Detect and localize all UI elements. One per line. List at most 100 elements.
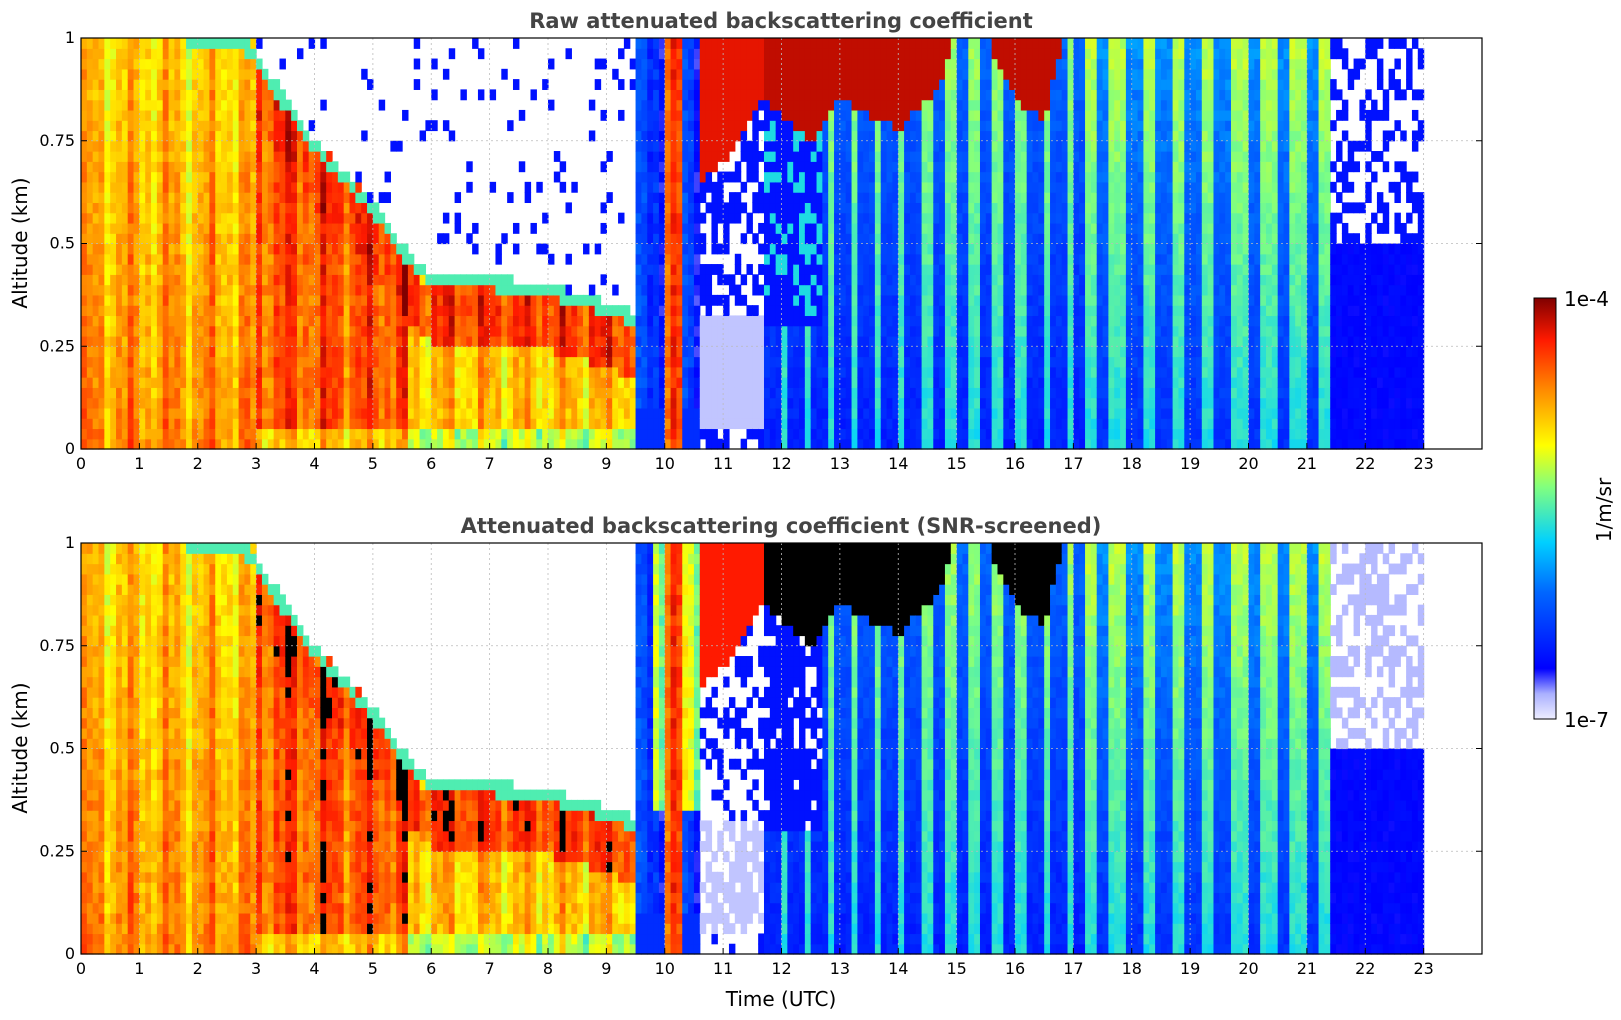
heatmap-cell	[933, 99, 940, 111]
heatmap-cell	[110, 397, 117, 409]
heatmap-cell	[355, 315, 362, 327]
heatmap-cell	[413, 366, 421, 378]
heatmap-cell	[682, 212, 689, 224]
heatmap-cell	[822, 161, 829, 173]
heatmap-cell	[705, 151, 713, 162]
heatmap-cell	[740, 233, 748, 245]
heatmap-cell	[758, 356, 765, 368]
heatmap-cell	[343, 428, 351, 440]
heatmap-cell	[728, 68, 736, 80]
heatmap-cell	[880, 222, 888, 234]
heatmap-cell	[110, 38, 117, 49]
heatmap-cell	[326, 284, 333, 296]
heatmap-cell	[869, 366, 876, 378]
heatmap-cell	[629, 356, 637, 368]
heatmap-cell	[834, 140, 841, 152]
heatmap-cell	[857, 171, 864, 183]
heatmap-cell	[676, 284, 683, 296]
heatmap-cell	[763, 120, 771, 132]
heatmap-cell	[343, 294, 351, 306]
heatmap-cell	[758, 99, 765, 111]
heatmap-cell	[437, 274, 444, 286]
heatmap-cell	[98, 58, 105, 70]
heatmap-cell	[332, 253, 339, 265]
heatmap-cell	[442, 356, 450, 368]
heatmap-cell	[693, 438, 701, 450]
heatmap-cell	[583, 387, 590, 399]
heatmap-cell	[793, 274, 800, 286]
heatmap-cell	[431, 294, 438, 306]
heatmap-cell	[921, 346, 929, 358]
heatmap-cell	[524, 418, 532, 430]
heatmap-cell	[244, 48, 251, 60]
heatmap-cell	[250, 264, 257, 275]
heatmap-cell	[191, 120, 199, 132]
heatmap-cell	[787, 264, 794, 275]
heatmap-cell	[880, 171, 888, 183]
heatmap-cell	[944, 284, 952, 296]
heatmap-cell	[197, 48, 205, 60]
heatmap-cell	[191, 192, 199, 204]
heatmap-cell	[676, 274, 683, 286]
heatmap-cell	[956, 120, 964, 132]
heatmap-cell	[332, 202, 339, 214]
heatmap-cell	[209, 315, 216, 327]
heatmap-cell	[927, 335, 934, 347]
heatmap-cell	[86, 181, 94, 193]
heatmap-cell	[127, 284, 135, 296]
heatmap-cell	[898, 171, 905, 183]
heatmap-cell	[641, 48, 648, 60]
heatmap-cell	[121, 140, 129, 152]
heatmap-cell	[828, 418, 835, 430]
heatmap-cell	[261, 212, 269, 224]
heatmap-cell	[116, 305, 123, 317]
heatmap-cell	[892, 130, 899, 142]
heatmap-cell	[962, 274, 969, 286]
heatmap-cell	[839, 377, 847, 388]
heatmap-cell	[238, 38, 246, 49]
heatmap-cell	[956, 366, 964, 378]
heatmap-cell	[857, 130, 864, 142]
heatmap-cell	[851, 305, 858, 317]
heatmap-cell	[799, 89, 806, 101]
heatmap-cell	[162, 202, 170, 214]
heatmap-cell	[104, 438, 111, 450]
heatmap-cell	[326, 161, 333, 173]
heatmap-cell	[209, 89, 216, 101]
heatmap-cell	[261, 109, 269, 121]
heatmap-cell	[501, 356, 508, 368]
heatmap-cell	[874, 243, 882, 255]
heatmap-cell	[787, 58, 794, 70]
heatmap-cell	[822, 89, 829, 101]
heatmap-cell	[548, 253, 555, 265]
heatmap-cell	[699, 243, 707, 255]
heatmap-cell	[174, 161, 181, 173]
heatmap-cell	[944, 99, 952, 111]
heatmap-cell	[291, 335, 298, 347]
heatmap-cell	[285, 294, 292, 306]
heatmap-cell	[804, 407, 812, 419]
heatmap-cell	[904, 366, 911, 378]
heatmap-cell	[156, 79, 164, 90]
heatmap-cell	[530, 407, 537, 419]
heatmap-cell	[863, 171, 870, 183]
heatmap-cell	[402, 397, 409, 409]
heatmap-cell	[769, 233, 777, 245]
heatmap-cell	[828, 222, 835, 234]
heatmap-cell	[104, 377, 111, 388]
heatmap-cell	[834, 120, 841, 132]
heatmap-cell	[139, 294, 146, 306]
heatmap-cell	[296, 222, 304, 234]
heatmap-cell	[454, 397, 462, 409]
heatmap-cell	[828, 171, 835, 183]
heatmap-cell	[647, 397, 654, 409]
heatmap-cell	[635, 192, 642, 204]
heatmap-cell	[950, 438, 958, 450]
heatmap-cell	[221, 325, 228, 337]
heatmap-cell	[127, 181, 135, 193]
heatmap-cell	[86, 274, 94, 286]
heatmap-cell	[320, 438, 327, 450]
heatmap-cell	[880, 38, 888, 49]
heatmap-cell	[168, 407, 175, 419]
heatmap-cell	[793, 171, 800, 183]
